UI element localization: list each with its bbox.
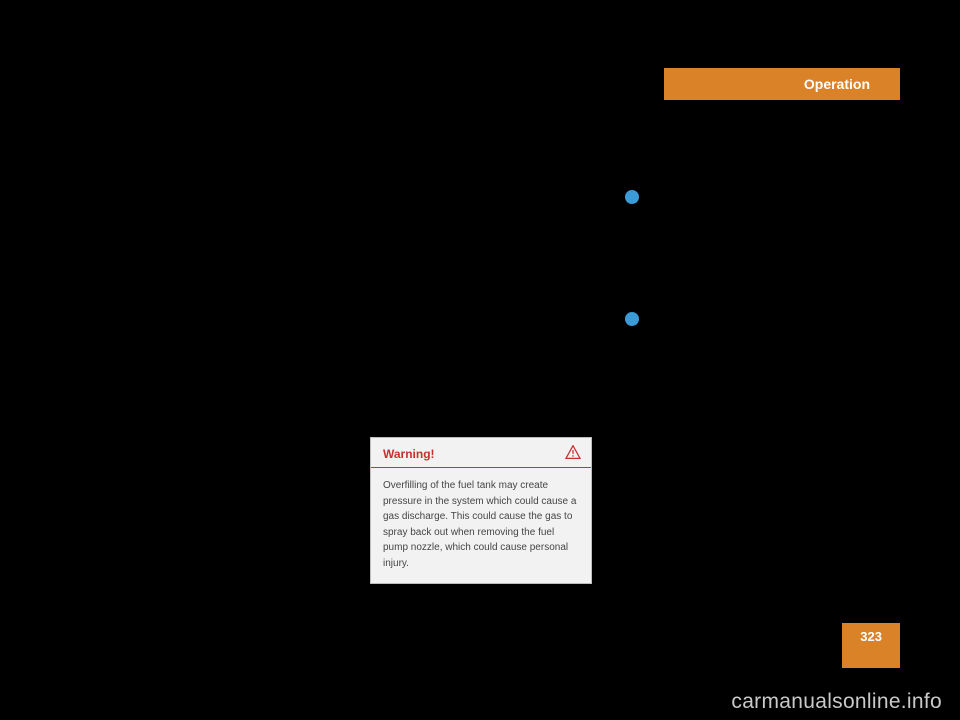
watermark-text: carmanualsonline.info [731,690,942,714]
warning-header: Warning! [371,438,591,468]
bullet-icon [625,190,639,204]
section-title: Operation [804,76,870,92]
manual-page: Operation Warning! Overfilling of the fu… [0,0,960,720]
warning-triangle-icon [565,445,581,462]
warning-body-text: Overfilling of the fuel tank may create … [371,468,591,583]
bullet-icon [625,312,639,326]
warning-title: Warning! [383,447,435,461]
page-number-tab: 323 [842,623,900,668]
warning-box: Warning! Overfilling of the fuel tank ma… [370,437,592,584]
section-header-tab: Operation [664,68,900,100]
page-number: 323 [860,629,882,644]
